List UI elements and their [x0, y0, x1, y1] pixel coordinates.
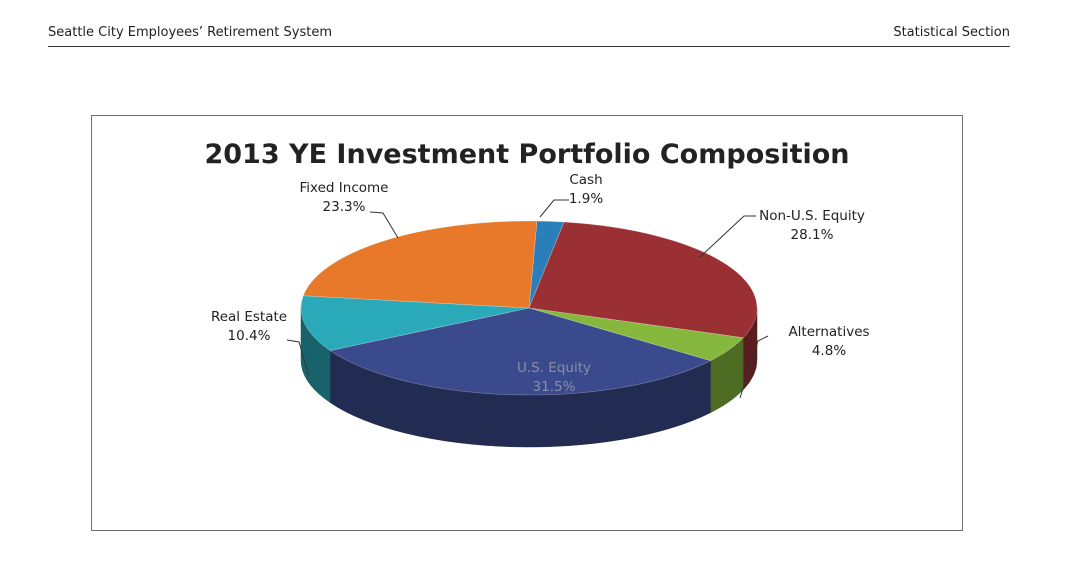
- slice-value-alternatives: 4.8%: [812, 343, 846, 359]
- chart-frame: 2013 YE Investment Portfolio Composition…: [91, 115, 963, 531]
- slice-value-cash: 1.9%: [569, 191, 603, 207]
- leader-lines: [286, 199, 769, 399]
- slice-value-u-s-equity: 31.5%: [533, 379, 576, 395]
- slice-value-real-estate: 10.4%: [228, 328, 271, 344]
- pie-sides: [300, 307, 758, 448]
- pie-chart: 2013 YE Investment Portfolio Composition…: [204, 139, 870, 448]
- pie-slice-real-estate: [300, 295, 530, 351]
- document-title: Seattle City Employees’ Retirement Syste…: [48, 25, 333, 40]
- slice-value-fixed-income: 23.3%: [323, 199, 366, 215]
- slice-label-fixed-income: Fixed Income: [300, 180, 389, 196]
- pie-tops: [300, 220, 758, 396]
- leader-line-non-u-s-equity: [698, 215, 756, 259]
- section-title: Statistical Section: [893, 25, 1010, 40]
- slice-label-cash: Cash: [569, 172, 602, 188]
- slice-label-u-s-equity: U.S. Equity: [517, 360, 591, 376]
- slice-label-real-estate: Real Estate: [211, 309, 287, 325]
- leader-line-fixed-income: [369, 211, 399, 239]
- slice-labels: Cash 1.9% Non-U.S. Equity 28.1% Alternatives…: [211, 172, 870, 395]
- pie-slice-alternatives: [528, 307, 744, 362]
- leader-line-alternatives: [739, 335, 769, 399]
- leader-line-cash: [539, 199, 569, 218]
- page-header: Seattle City Employees’ Retirement Syste…: [48, 24, 1010, 47]
- chart-title: 2013 YE Investment Portfolio Composition: [204, 139, 849, 170]
- pie-slice-u-s-equity: [329, 307, 712, 396]
- pie-slice-fixed-income: [302, 220, 538, 309]
- slice-label-alternatives: Alternatives: [788, 324, 869, 340]
- slice-value-non-u-s-equity: 28.1%: [791, 227, 834, 243]
- pie-slice-non-u-s-equity: [528, 221, 758, 339]
- leader-line-real-estate: [286, 339, 310, 377]
- pie-slice-cash: [528, 220, 565, 309]
- slice-label-non-u-s-equity: Non-U.S. Equity: [759, 208, 865, 224]
